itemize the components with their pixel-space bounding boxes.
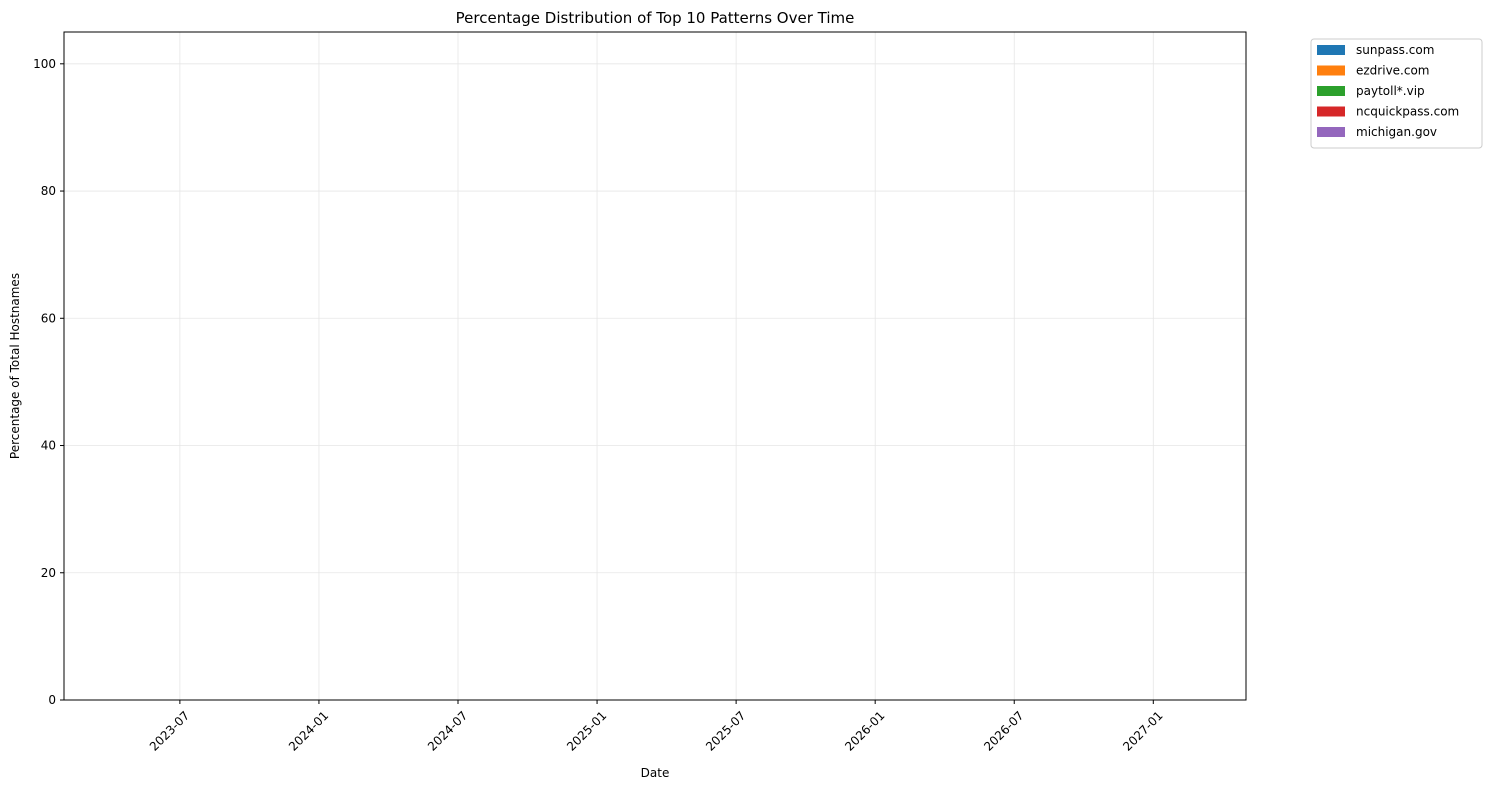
legend-label: paytoll*.vip (1356, 84, 1425, 98)
legend-swatch (1317, 65, 1345, 76)
legend-item: ezdrive.com (1317, 64, 1430, 78)
legend-label: ncquickpass.com (1356, 105, 1459, 119)
legend-swatch (1317, 86, 1345, 96)
legend: sunpass.com ezdrive.com paytoll*.vip ncquic… (1310, 38, 1483, 149)
legend-swatch (1317, 127, 1345, 137)
legend-item: sunpass.com (1317, 43, 1434, 57)
y-tick-label: 20 (41, 566, 56, 580)
legend-label: ezdrive.com (1356, 64, 1430, 78)
legend-item: ncquickpass.com (1317, 105, 1459, 119)
plot-area (63, 31, 1247, 701)
y-tick-label: 0 (48, 693, 56, 707)
y-axis: 0 20 40 60 80 100 (33, 57, 64, 707)
legend-frame (1310, 38, 1483, 149)
y-tick-label: 100 (33, 57, 56, 71)
legend-label: michigan.gov (1356, 125, 1437, 139)
chart-title: Percentage Distribution of Top 10 Patter… (456, 9, 855, 27)
y-tick-label: 60 (41, 311, 56, 325)
y-tick-label: 40 (41, 439, 56, 453)
legend-swatch (1317, 45, 1345, 55)
y-axis-label: Percentage of Total Hostnames (8, 273, 22, 459)
legend-item: michigan.gov (1317, 125, 1437, 139)
y-tick-label: 80 (41, 184, 56, 198)
legend-swatch (1317, 106, 1345, 117)
legend-label: sunpass.com (1356, 43, 1434, 57)
legend-item: paytoll*.vip (1317, 84, 1425, 98)
grid (64, 32, 1246, 701)
x-axis-label: Date (641, 766, 670, 780)
